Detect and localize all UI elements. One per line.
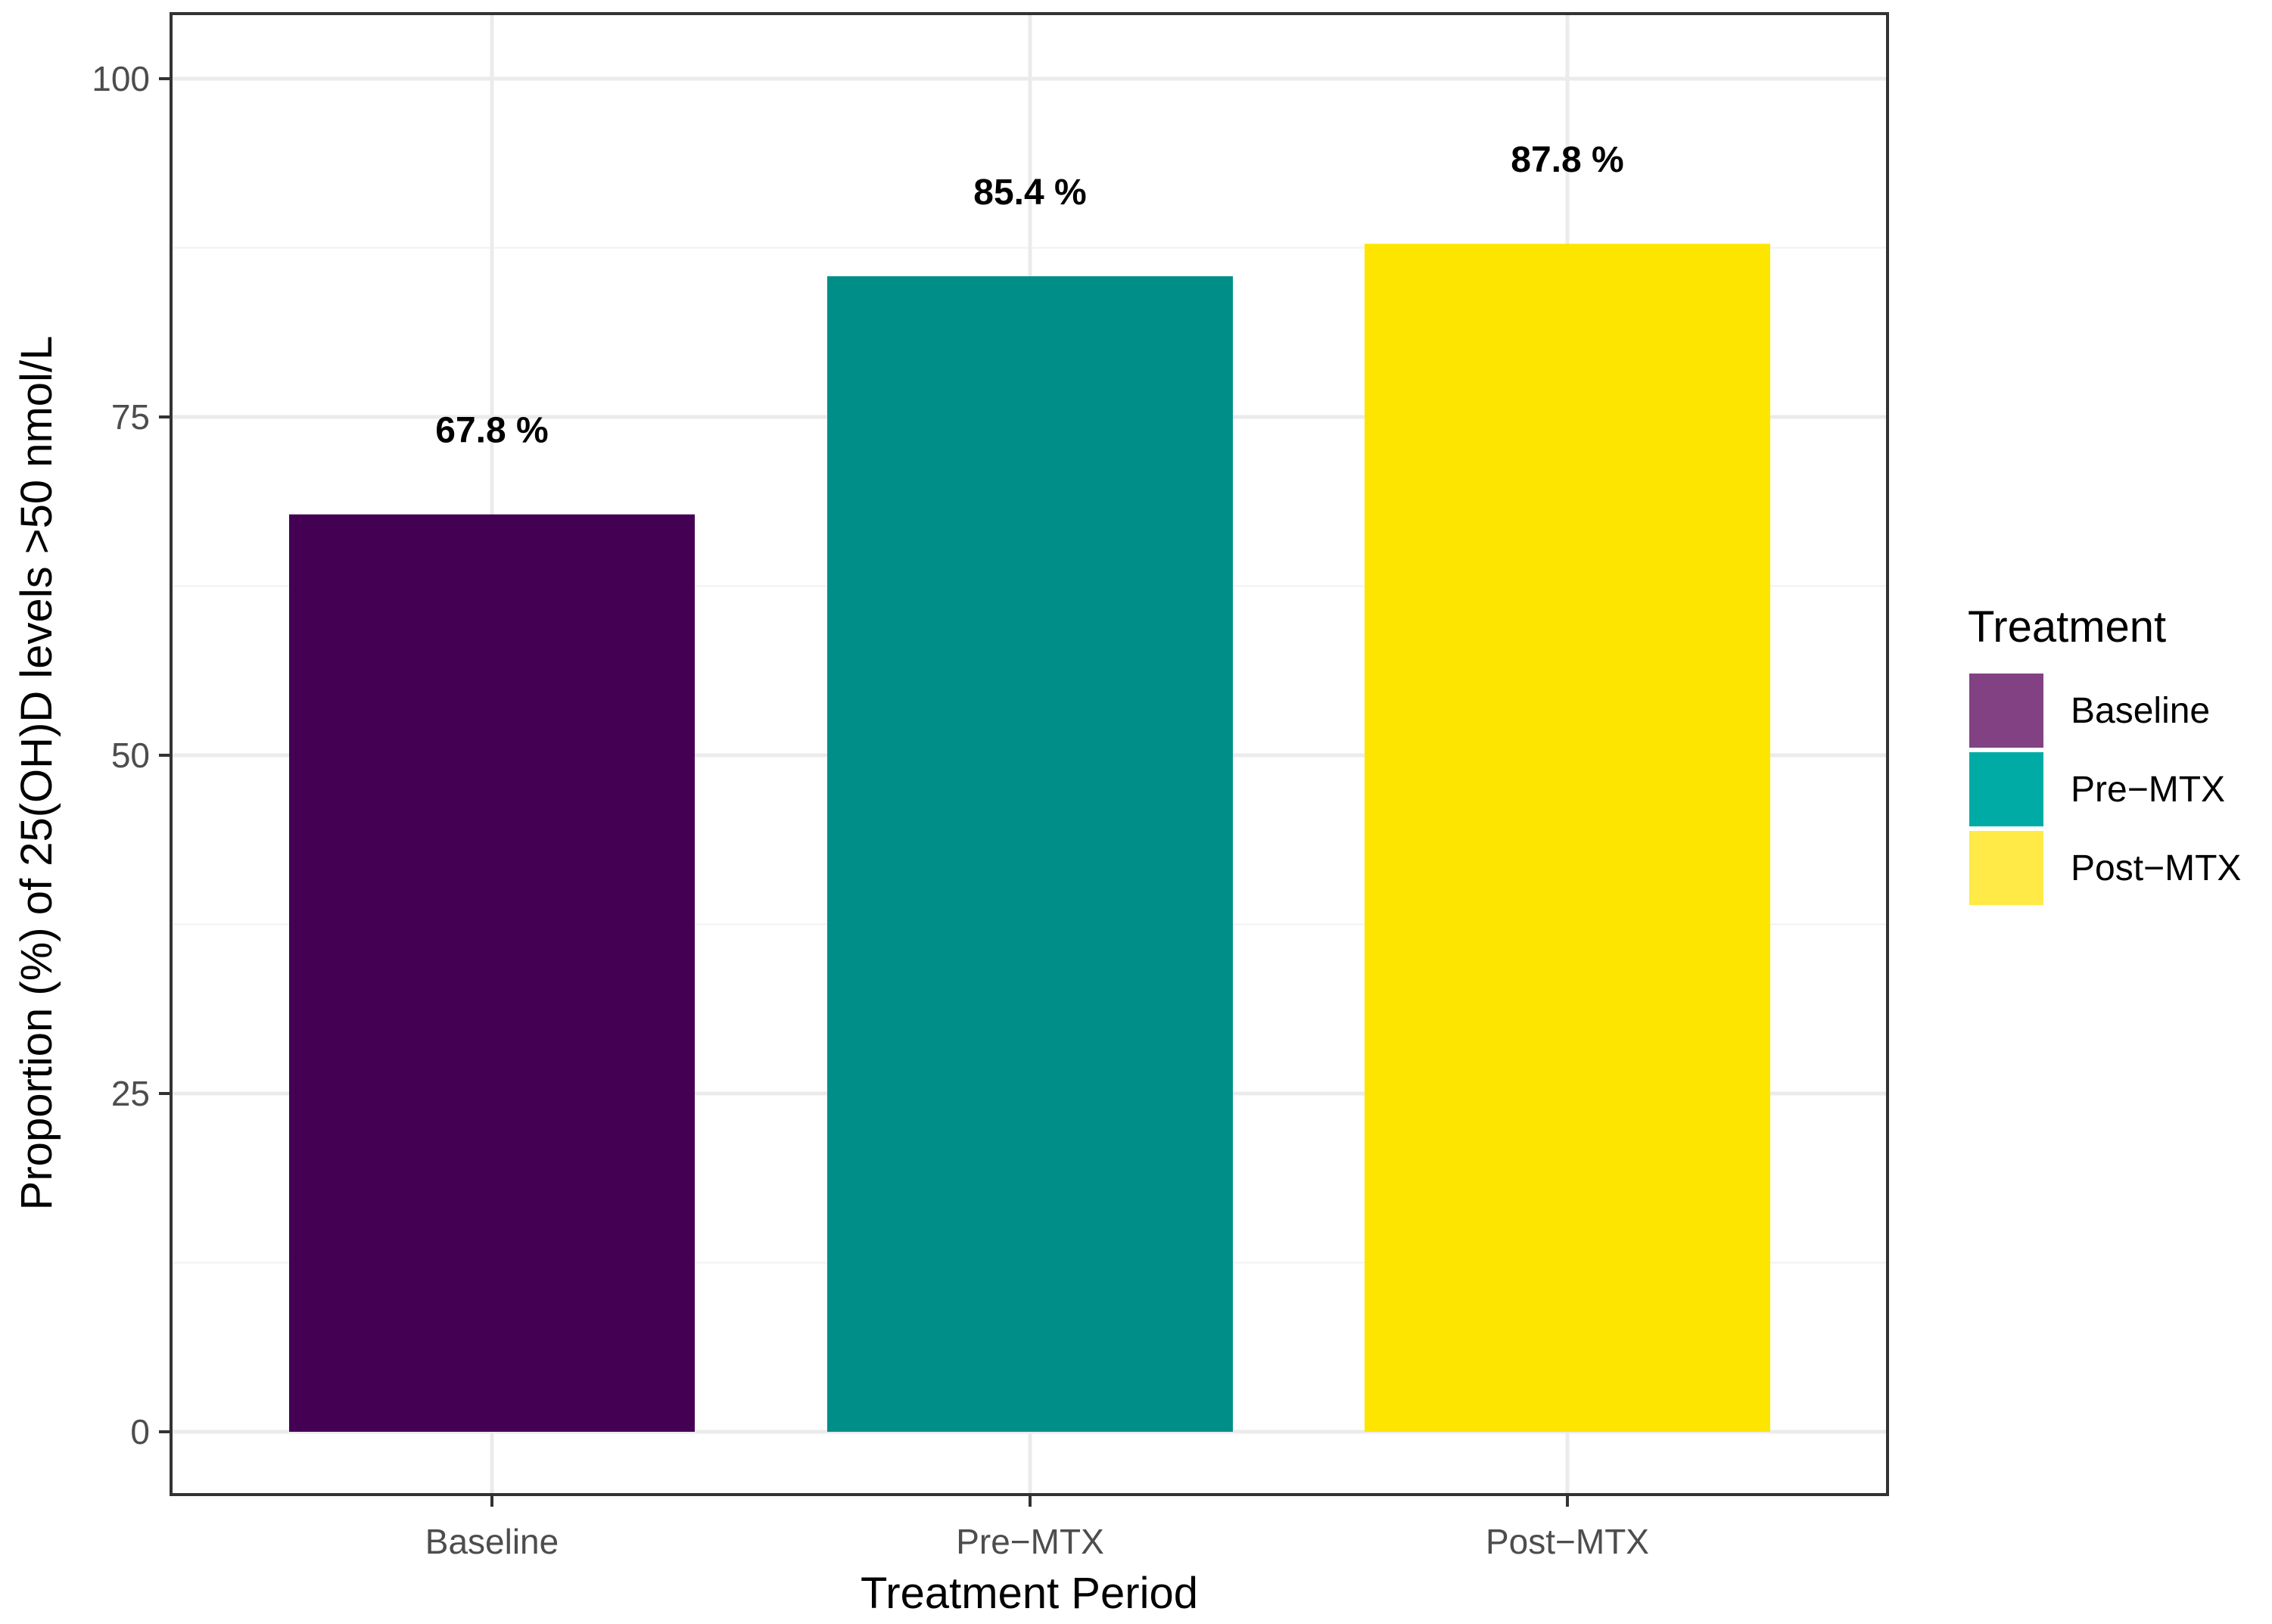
bar-data-label: 67.8 % [435,411,548,451]
x-tick-label: Pre−MTX [956,1522,1104,1561]
bars [289,244,1770,1433]
legend-label: Baseline [2071,691,2210,731]
legend-swatch [1969,674,2043,748]
y-axis-title: Proportion (%) of 25(OH)D levels >50 nmo… [12,336,61,1211]
y-tick-label: 75 [111,397,150,437]
y-tick-label: 100 [92,59,150,98]
bar [827,276,1233,1433]
x-axis: Baseline Pre−MTX Post−MTX [425,1495,1649,1561]
bar [289,514,695,1432]
y-tick-label: 0 [130,1412,150,1451]
legend: Treatment Baseline Pre−MTX Post−MTX [1968,602,2241,905]
y-axis: 0 25 50 75 100 [92,59,171,1451]
legend-label: Post−MTX [2071,848,2241,888]
x-tick-label: Baseline [425,1522,559,1561]
legend-label: Pre−MTX [2071,770,2225,810]
legend-title: Treatment [1968,602,2166,652]
bar-data-label: 85.4 % [973,173,1086,213]
x-axis-title: Treatment Period [861,1569,1198,1618]
x-tick-label: Post−MTX [1486,1522,1649,1561]
bar [1365,244,1770,1432]
y-tick-label: 25 [111,1074,150,1113]
legend-swatch [1969,831,2043,905]
bar-labels: 67.8 % 85.4 % 87.8 % [435,140,1623,451]
y-tick-label: 50 [111,736,150,775]
legend-items: Baseline Pre−MTX Post−MTX [1969,674,2241,905]
bar-data-label: 87.8 % [1511,140,1623,180]
legend-swatch [1969,752,2043,826]
